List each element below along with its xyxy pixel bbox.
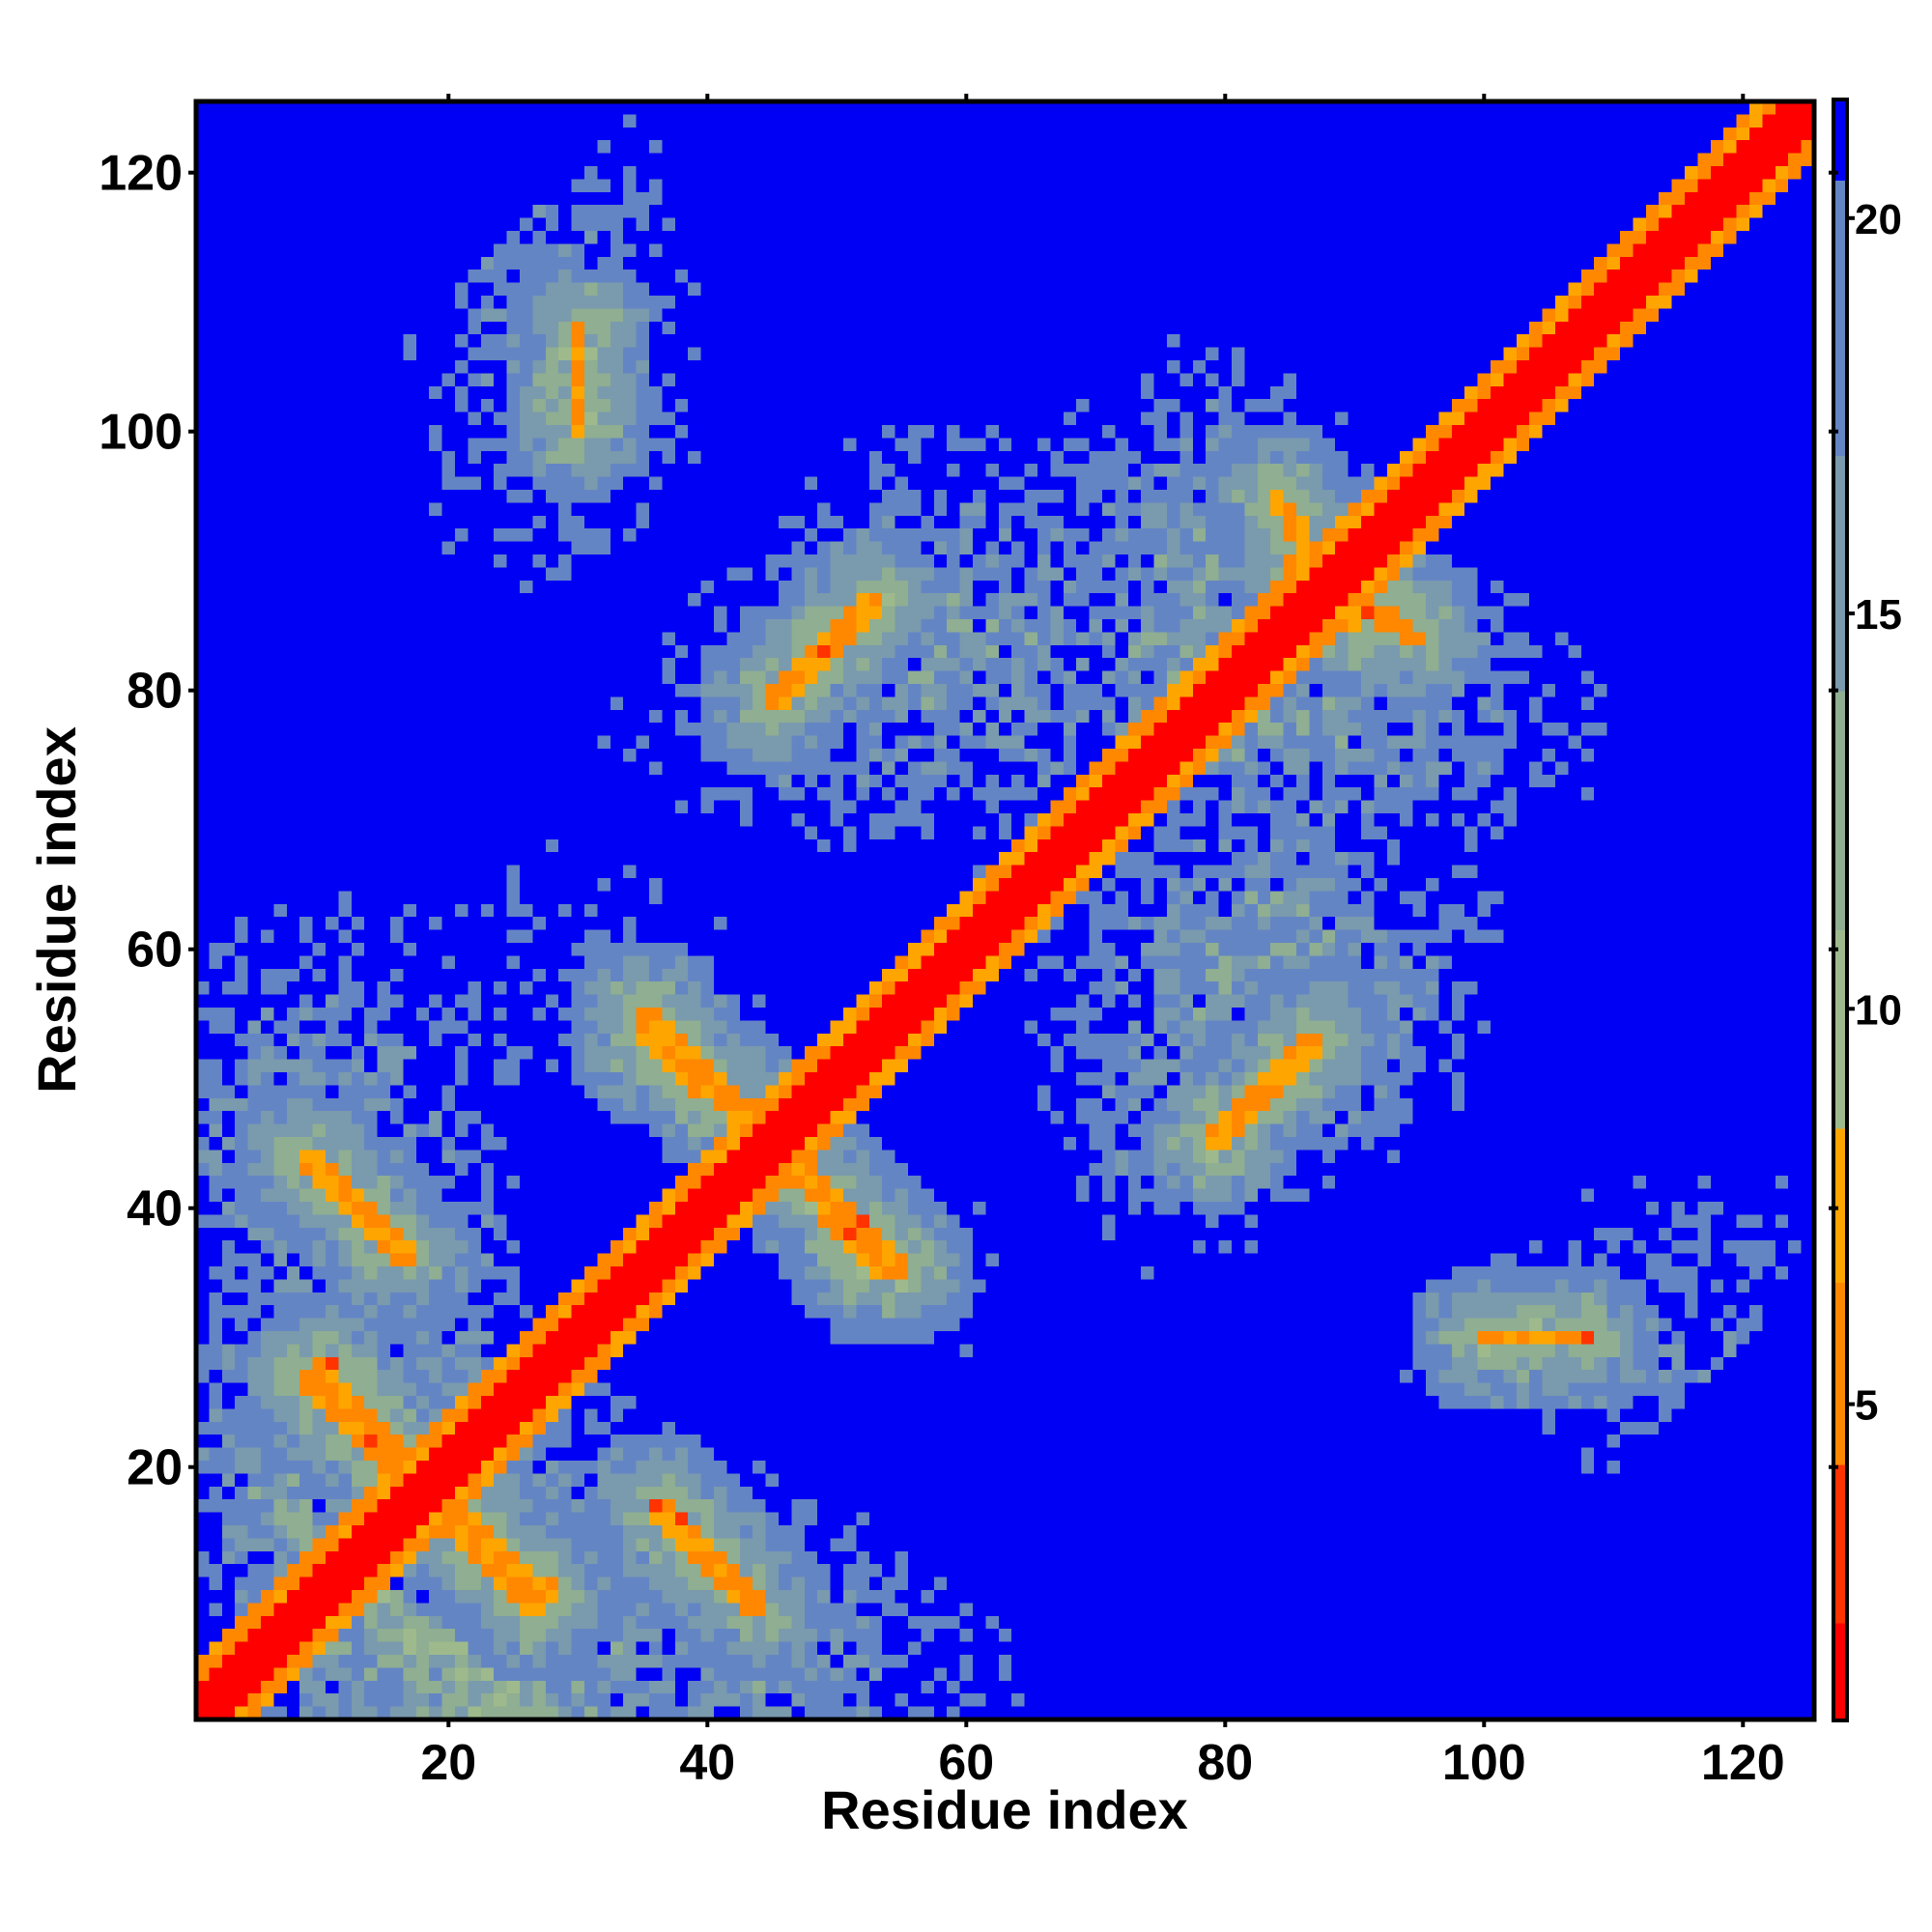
x-tick-label: 40 [679, 1735, 735, 1791]
colorbar-tick-label: 15 [1855, 591, 1902, 639]
colorbar-ticks: 5 10 15 20 [1847, 196, 1902, 1430]
x-tick-label: 20 [420, 1735, 476, 1791]
x-axis-title: Residue index [821, 1779, 1188, 1840]
y-tick-label: 60 [127, 923, 183, 979]
x-tick-label: 80 [1197, 1735, 1253, 1791]
colorbar-tick-label: 20 [1855, 196, 1902, 243]
colorbar-frame [1832, 98, 1849, 1722]
x-tick-label: 120 [1701, 1735, 1785, 1791]
x-tick-label: 100 [1442, 1735, 1526, 1791]
colorbar [1833, 99, 1847, 1720]
y-axis-ticks: 20 40 60 80 100 120 [99, 146, 1838, 1496]
plot-frame [193, 99, 1817, 1722]
y-tick-label: 100 [99, 405, 183, 461]
y-tick-label: 40 [127, 1181, 183, 1237]
colorbar-tick-label: 10 [1855, 986, 1902, 1034]
x-axis-ticks: 20 40 60 80 100 120 [420, 94, 1785, 1791]
y-axis-title: Residue index [26, 726, 87, 1094]
y-tick-label: 120 [99, 146, 183, 202]
y-tick-label: 80 [127, 664, 183, 720]
colorbar-tick-label: 5 [1855, 1382, 1878, 1430]
heatmap [196, 101, 1814, 1719]
y-tick-label: 20 [127, 1440, 183, 1496]
x-tick-label: 60 [938, 1735, 994, 1791]
